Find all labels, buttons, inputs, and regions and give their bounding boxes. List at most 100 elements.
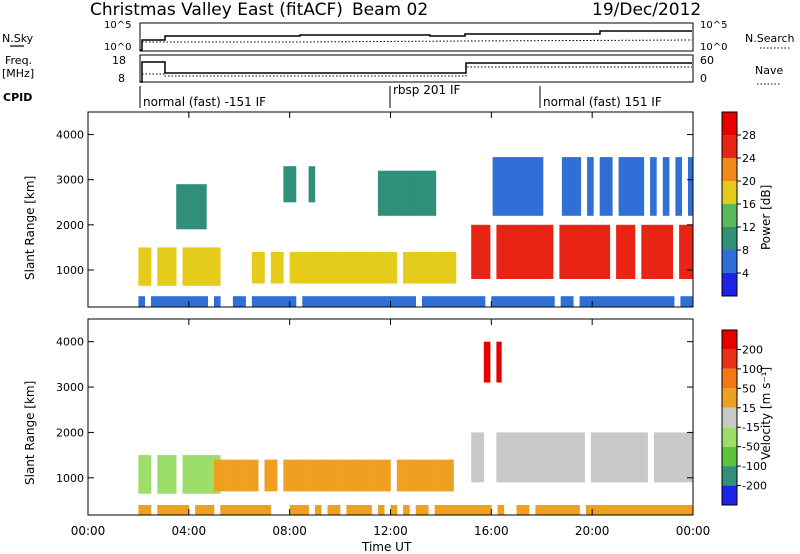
power-cell: [541, 296, 549, 307]
velocity-cell: [201, 505, 208, 515]
power-cell: [390, 251, 398, 284]
power-cell: [232, 296, 240, 307]
nsky-trace: [140, 30, 692, 51]
power-colorbar-label: Power [dB]: [759, 185, 773, 250]
colorbar-swatch: [722, 204, 737, 227]
power-cell: [264, 296, 272, 307]
velocity-cell: [604, 505, 612, 515]
power-cell: [568, 157, 575, 216]
velocity-cell: [616, 432, 623, 483]
power-cell: [642, 296, 650, 307]
y-tick-label: 2000: [56, 219, 84, 232]
nave-tick-top: 60: [700, 54, 714, 67]
velocity-cell: [674, 505, 681, 515]
power-y-axis-label: Slant Range [km]: [23, 176, 37, 280]
power-cell: [333, 296, 341, 307]
velocity-cell: [296, 505, 303, 515]
power-cell: [403, 251, 410, 284]
power-cell: [258, 251, 265, 284]
velocity-cell: [207, 505, 215, 515]
power-cell: [516, 296, 524, 307]
freq-tick-top: 18: [112, 54, 126, 67]
power-cell: [182, 296, 190, 307]
power-cell: [636, 296, 643, 307]
velocity-cell: [541, 505, 549, 515]
power-cell: [503, 296, 511, 307]
power-cell: [565, 224, 573, 279]
power-cell: [483, 224, 491, 279]
velocity-y-axis-label: Slant Range [km]: [23, 381, 37, 485]
power-cell: [352, 251, 360, 284]
velocity-cell: [636, 505, 643, 515]
power-cell: [422, 296, 429, 307]
velocity-cell: [515, 432, 522, 483]
power-cell: [384, 251, 391, 284]
velocity-cell: [578, 432, 585, 483]
power-cell: [606, 157, 613, 216]
power-cell: [138, 247, 145, 286]
velocity-cell: [239, 505, 246, 515]
nsky-tick-top: 10^5: [104, 20, 131, 31]
power-cell: [587, 157, 594, 216]
x-tick-label: 08:00: [272, 524, 307, 538]
y-tick-label: 3000: [56, 381, 84, 394]
velocity-cell: [138, 455, 145, 494]
velocity-cell: [496, 341, 502, 383]
nave-tick-bottom: 0: [700, 72, 707, 85]
colorbar-tick-label: 200: [742, 343, 763, 356]
velocity-cell: [527, 432, 535, 483]
power-cell: [422, 170, 429, 216]
velocity-cell: [176, 505, 183, 515]
power-cell: [459, 296, 467, 307]
power-cell: [207, 247, 215, 286]
power-cell: [534, 224, 541, 279]
velocity-cell: [540, 432, 548, 483]
power-cell: [477, 224, 485, 279]
power-cell: [453, 251, 457, 284]
power-cell: [648, 296, 656, 307]
power-cell: [214, 296, 221, 307]
colorbar-tick-label: -200: [742, 480, 767, 493]
colorbar-tick-label: 24: [742, 152, 756, 165]
freq-panel-frame: [139, 54, 694, 83]
power-cell: [302, 251, 309, 284]
power-cell: [138, 296, 145, 307]
colorbar-tick-label: 16: [742, 198, 756, 211]
power-cell: [584, 224, 592, 279]
freq-unit: [MHz]: [2, 67, 34, 80]
velocity-cell: [679, 432, 686, 483]
velocity-cell: [572, 432, 579, 483]
velocity-cell: [415, 505, 423, 515]
velocity-cell: [617, 505, 624, 515]
power-cell: [662, 157, 670, 216]
power-cell: [277, 296, 284, 307]
power-cell: [567, 296, 574, 307]
velocity-cell: [377, 459, 385, 492]
power-cell: [314, 296, 322, 307]
power-cell: [497, 296, 505, 307]
velocity-cell: [565, 432, 573, 483]
velocity-cell: [685, 432, 692, 483]
velocity-cell: [648, 505, 656, 515]
power-cell: [327, 251, 335, 284]
velocity-cell: [188, 455, 196, 494]
colorbar-tick-label: -15: [742, 421, 760, 434]
velocity-cell: [346, 459, 353, 492]
velocity-cell: [333, 459, 341, 492]
colorbar-swatch: [722, 368, 737, 389]
velocity-cell: [314, 459, 322, 492]
power-cell: [365, 251, 372, 284]
power-cell: [585, 296, 593, 307]
velocity-cell: [660, 432, 667, 483]
power-cell: [590, 224, 598, 279]
power-cell: [390, 170, 398, 216]
velocity-cell: [283, 459, 290, 492]
colorbar-swatch: [722, 135, 737, 158]
power-cell: [434, 251, 442, 284]
power-colorbar: 4 8 12 16 20 24 28: [721, 111, 756, 297]
colorbar-swatch: [722, 466, 737, 486]
velocity-cell: [434, 505, 442, 515]
power-cell: [522, 296, 530, 307]
velocity-cell: [289, 459, 297, 492]
velocity-cell: [371, 459, 379, 492]
